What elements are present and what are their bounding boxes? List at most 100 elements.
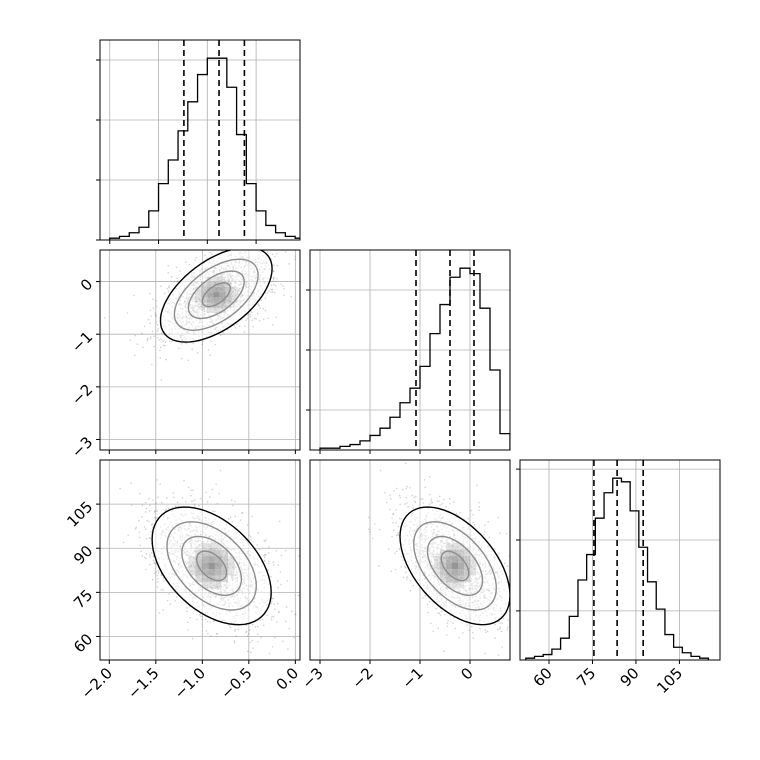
scatter-point <box>207 632 209 635</box>
scatter-point <box>267 317 269 320</box>
scatter-point <box>233 244 235 246</box>
scatter-point <box>484 652 486 655</box>
scatter-point <box>202 340 204 342</box>
scatter-point <box>499 628 501 630</box>
scatter-point <box>404 462 407 465</box>
scatter-point <box>151 522 154 525</box>
scatter-point <box>246 635 249 638</box>
scatter-point <box>371 537 374 540</box>
scatter-point <box>191 348 193 351</box>
scatter-point <box>249 313 252 316</box>
scatter-point <box>185 342 187 345</box>
scatter-point <box>397 533 399 536</box>
scatter-point <box>153 562 156 565</box>
scatter-point <box>176 277 178 279</box>
scatter-point <box>176 501 179 504</box>
scatter-point <box>186 607 188 609</box>
scatter-point <box>238 325 241 327</box>
scatter-point <box>441 502 444 505</box>
scatter-point <box>158 612 161 614</box>
scatter-point <box>258 319 261 322</box>
scatter-point <box>166 497 168 499</box>
scatter-point <box>406 576 409 579</box>
scatter-point <box>424 486 427 489</box>
scatter-point <box>472 513 474 516</box>
scatter-point <box>153 345 155 348</box>
scatter-point <box>472 521 474 524</box>
scatter-point <box>183 479 185 482</box>
scatter-point <box>259 307 262 309</box>
scatter-point <box>294 613 297 616</box>
scatter-point <box>513 617 515 619</box>
scatter-point <box>192 342 195 345</box>
scatter-point <box>406 485 409 488</box>
scatter-point <box>276 602 279 605</box>
scatter-point <box>506 565 509 567</box>
scatter-point <box>247 632 250 635</box>
scatter-point <box>440 614 442 616</box>
scatter-point <box>163 292 166 295</box>
scatter-point <box>397 534 400 536</box>
plot-area <box>319 460 515 660</box>
scatter-point <box>159 349 161 352</box>
scatter-point <box>271 645 274 648</box>
scatter-point <box>501 646 504 648</box>
scatter-point <box>174 505 177 507</box>
scatter-point <box>161 501 163 504</box>
scatter-point <box>149 553 151 556</box>
scatter-point <box>501 622 504 625</box>
scatter-point <box>280 554 283 557</box>
scatter-point <box>211 488 214 491</box>
scatter-point <box>411 494 413 497</box>
scatter-point <box>255 318 258 320</box>
scatter-point <box>147 318 150 321</box>
scatter-point <box>506 628 509 631</box>
scatter-point <box>147 520 150 523</box>
scatter-point <box>485 631 487 634</box>
scatter-point <box>229 626 232 628</box>
scatter-point <box>190 494 192 497</box>
scatter-point <box>149 292 151 295</box>
scatter-point <box>275 252 278 255</box>
scatter-point <box>394 568 397 571</box>
scatter-point <box>484 524 486 527</box>
scatter-point <box>470 509 473 512</box>
xtick-label: −0.5 <box>217 664 255 702</box>
scatter-point <box>297 594 300 597</box>
scatter-point <box>130 504 133 507</box>
scatter-point <box>280 283 282 286</box>
scatter-point <box>505 532 508 535</box>
scatter-point <box>206 620 209 623</box>
scatter-point <box>207 378 210 381</box>
plot-area <box>100 237 300 450</box>
scatter-point <box>387 548 390 550</box>
scatter-point <box>133 354 136 357</box>
scatter-point <box>230 499 233 502</box>
scatter-point <box>270 600 273 603</box>
scatter-point <box>176 280 179 282</box>
scatter-point <box>266 251 269 253</box>
scatter-point <box>272 270 275 272</box>
scatter-point <box>236 323 238 325</box>
scatter-point <box>258 304 261 307</box>
scatter-point <box>167 507 170 509</box>
scatter-point <box>192 500 194 502</box>
scatter-point <box>165 508 168 511</box>
panel-scatter-a-b: 0−1−2−3 <box>68 237 301 461</box>
scatter-point <box>507 619 509 621</box>
scatter-point <box>256 544 259 546</box>
scatter-point <box>395 550 398 553</box>
scatter-point <box>204 254 207 256</box>
scatter-point <box>233 237 235 239</box>
scatter-point <box>151 578 154 581</box>
scatter-point <box>279 570 282 573</box>
scatter-point <box>232 504 234 507</box>
scatter-point <box>187 359 190 362</box>
scatter-point <box>215 632 218 635</box>
scatter-point <box>246 524 249 526</box>
scatter-point <box>282 640 284 642</box>
scatter-point <box>404 503 406 505</box>
scatter-point <box>263 624 265 627</box>
scatter-point <box>270 284 273 287</box>
scatter-point <box>276 264 279 267</box>
